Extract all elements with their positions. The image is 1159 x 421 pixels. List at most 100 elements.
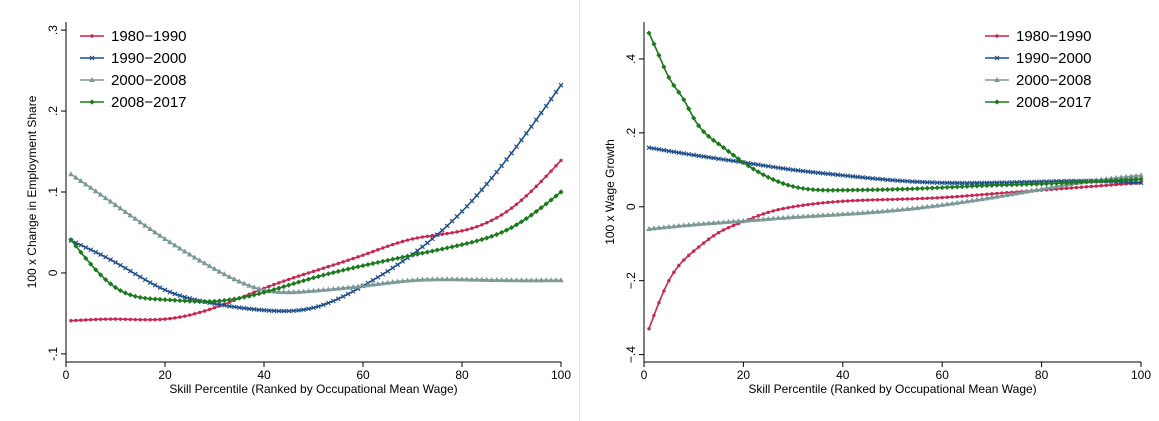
series-marker (381, 246, 385, 250)
series-marker (277, 281, 281, 285)
y-tick-label: .3 (46, 25, 60, 35)
series-marker (528, 212, 534, 218)
series-marker (450, 231, 454, 235)
series-marker (790, 167, 796, 173)
series-marker (695, 221, 702, 227)
y-tick-label: 0 (46, 269, 60, 276)
series-marker (1128, 176, 1134, 183)
series-marker (533, 277, 540, 283)
series-marker (904, 178, 910, 184)
series-marker (325, 286, 332, 292)
series-marker (740, 217, 747, 223)
series-marker (974, 180, 980, 186)
series-marker (311, 269, 316, 274)
series-marker (533, 208, 539, 215)
series-marker (959, 184, 965, 190)
series-marker (889, 186, 896, 193)
series-marker (735, 218, 742, 224)
series-marker (544, 174, 548, 178)
series-marker (226, 303, 232, 309)
series-marker (499, 163, 505, 169)
series-marker (296, 307, 302, 313)
series-marker (341, 260, 345, 264)
series-line (70, 173, 562, 293)
series-marker (811, 202, 815, 206)
series-marker (831, 200, 835, 204)
series-marker (840, 211, 846, 217)
series-marker (950, 195, 954, 199)
panel-divider (579, 0, 580, 421)
series-marker (691, 152, 697, 158)
series-marker (821, 201, 825, 205)
series-marker (671, 223, 677, 229)
series-marker (1018, 189, 1025, 195)
series-marker (424, 249, 430, 255)
series-marker (286, 308, 292, 314)
series-marker (999, 192, 1005, 198)
series-marker (98, 272, 104, 278)
series-marker (1103, 178, 1109, 184)
series-marker (559, 158, 563, 163)
series-marker (1094, 184, 1098, 188)
series-marker (1033, 186, 1040, 192)
series-marker (434, 276, 441, 282)
series-marker (715, 141, 722, 147)
series-marker (276, 285, 282, 291)
series-marker (770, 176, 776, 183)
series-marker (395, 255, 401, 261)
series-marker (488, 276, 495, 282)
series-marker (1084, 185, 1089, 189)
series-marker (292, 276, 296, 280)
series-marker (241, 305, 247, 311)
series-marker (1108, 178, 1114, 184)
series-marker (167, 239, 173, 245)
series-marker (989, 182, 995, 188)
series-marker (800, 168, 806, 174)
series-marker (675, 222, 682, 228)
series-marker (899, 206, 906, 212)
series-marker (454, 213, 460, 219)
series-marker (1083, 179, 1089, 185)
series-marker (158, 317, 162, 322)
wage-growth-plot: 0 20 40 60 80 100 −.4 −.2 0 .2 .4 Skill Percentile … (603, 22, 1151, 396)
legend-item: 1980−1990 (80, 28, 187, 45)
series-marker (671, 149, 677, 155)
series-marker (954, 199, 960, 205)
series-marker (483, 276, 490, 282)
series-marker (1128, 179, 1134, 185)
series-group (68, 189, 564, 305)
series-marker (1073, 179, 1079, 185)
series-marker (1004, 182, 1010, 188)
series-marker (464, 240, 470, 247)
series-group (647, 181, 1143, 331)
series-marker (78, 242, 84, 248)
series-marker (518, 219, 524, 225)
series-marker (97, 191, 104, 197)
series-marker (127, 268, 133, 274)
series-marker (840, 187, 846, 193)
series-marker (548, 197, 554, 203)
series-marker (138, 317, 142, 322)
series-marker (78, 249, 84, 255)
series-marker (825, 187, 831, 193)
series-marker (835, 172, 841, 178)
series-marker (696, 153, 702, 159)
series-marker (979, 183, 985, 189)
series-marker (691, 115, 697, 121)
series-marker (1113, 174, 1119, 180)
series-marker (899, 186, 906, 192)
series-marker (188, 313, 192, 317)
legend-label: 2008−2017 (1016, 94, 1092, 111)
series-marker (755, 162, 761, 168)
series-marker (1099, 184, 1103, 188)
series-marker (345, 284, 351, 290)
series-marker (850, 187, 856, 193)
series-marker (651, 41, 657, 47)
series-marker (810, 169, 816, 175)
series-marker (434, 247, 440, 253)
series-marker (335, 296, 341, 302)
series-marker (825, 212, 831, 218)
series-marker (300, 288, 307, 294)
series-marker (494, 169, 500, 175)
series-marker (980, 192, 984, 197)
